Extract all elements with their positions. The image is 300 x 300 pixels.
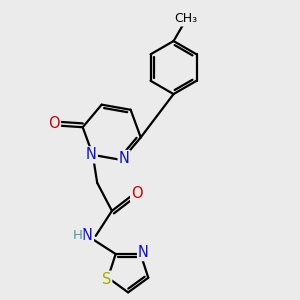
Text: S: S: [102, 272, 111, 287]
Text: N: N: [138, 245, 149, 260]
Text: N: N: [119, 151, 130, 166]
Text: O: O: [131, 186, 143, 201]
Text: H: H: [73, 230, 82, 242]
Text: O: O: [48, 116, 60, 131]
Text: N: N: [82, 228, 93, 243]
Text: CH₃: CH₃: [175, 13, 198, 26]
Text: N: N: [86, 147, 97, 162]
